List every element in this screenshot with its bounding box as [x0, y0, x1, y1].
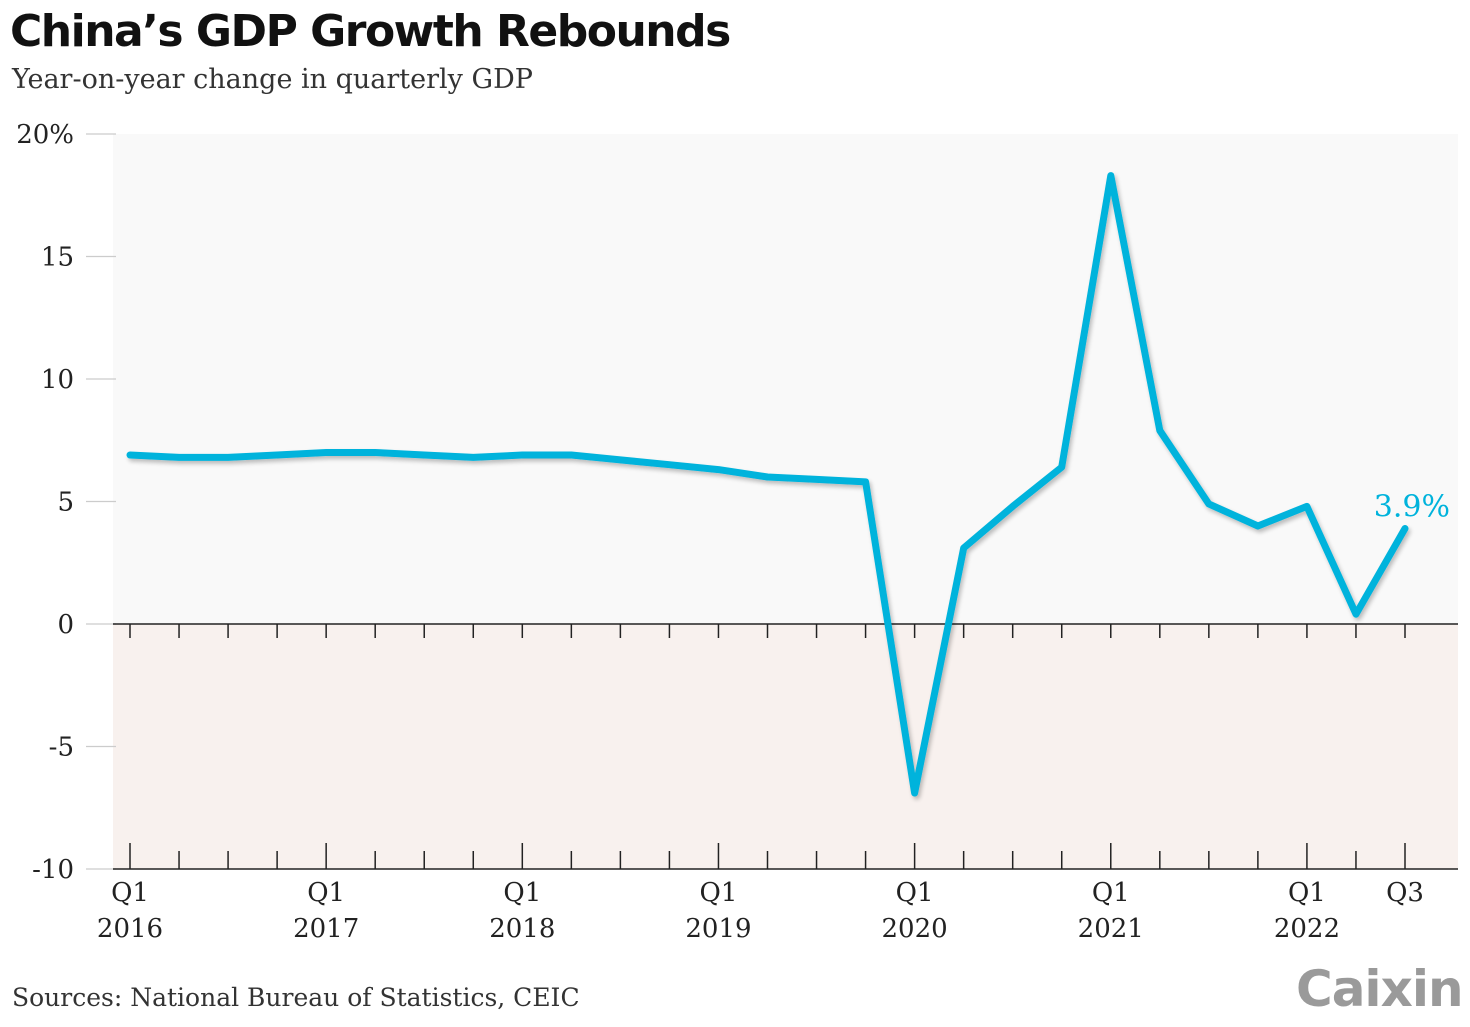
source-note: Sources: National Bureau of Statistics, …: [12, 983, 580, 1012]
y-tick-label: 0: [57, 610, 74, 640]
x-tick-label-quarter: Q1: [111, 878, 149, 908]
x-tick-label-quarter: Q1: [1092, 878, 1130, 908]
end-value-label: 3.9%: [1374, 489, 1450, 524]
x-tick-label-quarter: Q1: [307, 878, 345, 908]
x-tick-label-year: 2018: [489, 914, 555, 944]
positive-band: [113, 134, 1458, 624]
x-tick-label-quarter: Q1: [700, 878, 738, 908]
y-tick-label: -5: [49, 733, 74, 763]
chart-title: China’s GDP Growth Rebounds: [10, 6, 731, 57]
x-tick-label-year: 2016: [97, 914, 163, 944]
x-tick-label-quarter: Q3: [1386, 878, 1424, 908]
x-tick-label-year: 2019: [685, 914, 751, 944]
x-axis: Q1 2016 Q1 2017 Q1 2018 Q1 2019 Q1 2020 Q1 2021 Q1 20…: [97, 623, 1458, 944]
x-tick-label-quarter: Q1: [503, 878, 541, 908]
x-tick-label-year: 2021: [1078, 914, 1144, 944]
y-tick-label: 15: [41, 243, 74, 273]
annotations: 3.9%: [1374, 489, 1450, 524]
x-tick-label-quarter: Q1: [1288, 878, 1326, 908]
x-tick-label-quarter: Q1: [896, 878, 934, 908]
y-axis: 20% 15 10 5 0 -5 -10: [16, 120, 116, 885]
y-tick-label: 5: [57, 488, 74, 518]
caixin-logo: Caixin: [1296, 960, 1464, 1018]
x-tick-label-year: 2022: [1274, 914, 1340, 944]
x-tick-label-year: 2017: [293, 914, 359, 944]
series-line-gdp-growth: [126, 172, 1409, 797]
chart-subtitle: Year-on-year change in quarterly GDP: [12, 64, 533, 95]
y-tick-label: -10: [32, 855, 74, 885]
y-tick-label: 10: [41, 365, 74, 395]
y-tick-label: 20%: [16, 120, 74, 150]
x-tick-label-year: 2020: [882, 914, 948, 944]
negative-band: [113, 624, 1458, 869]
